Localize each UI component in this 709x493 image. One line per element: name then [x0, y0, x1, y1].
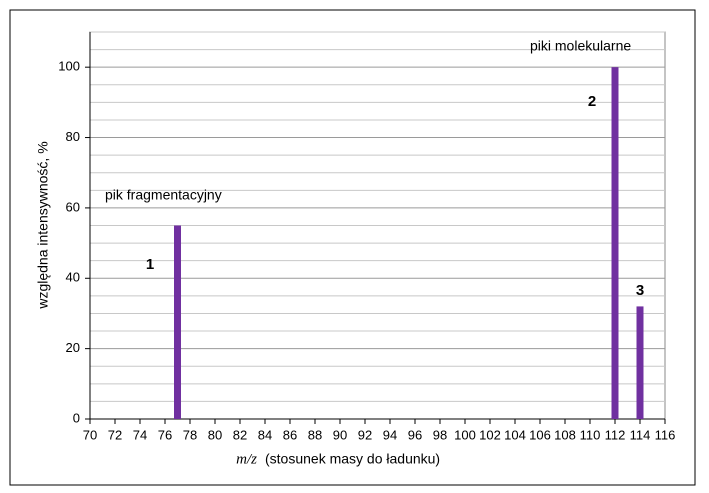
bar — [611, 67, 619, 419]
annotation: 1 — [146, 256, 154, 273]
bar — [174, 225, 181, 419]
annotation: pik fragmentacyjny — [105, 187, 222, 203]
x-tick-label: 100 — [454, 427, 476, 442]
x-axis-variable: m/z — [236, 451, 257, 467]
x-tick-label: 96 — [408, 427, 422, 442]
y-tick-label: 60 — [66, 199, 80, 214]
x-tick-label: 88 — [308, 427, 322, 442]
y-axis-label: względna intensywność, % — [35, 141, 51, 309]
y-tick-label: 40 — [66, 270, 80, 285]
x-tick-label: 72 — [108, 427, 122, 442]
x-tick-label: 94 — [383, 427, 397, 442]
bar — [636, 306, 644, 419]
x-tick-label: 82 — [233, 427, 247, 442]
x-tick-label: 76 — [158, 427, 172, 442]
x-tick-label: 108 — [554, 427, 576, 442]
y-tick-label: 0 — [73, 410, 80, 425]
x-tick-label: 90 — [333, 427, 347, 442]
x-tick-label: 84 — [258, 427, 272, 442]
x-tick-label: 112 — [605, 427, 626, 442]
x-tick-label: 74 — [133, 427, 147, 442]
x-tick-label: 104 — [504, 427, 526, 442]
y-tick-label: 80 — [66, 129, 80, 144]
y-tick-label: 100 — [58, 59, 80, 74]
x-tick-label: 86 — [283, 427, 297, 442]
annotation: piki molekularne — [530, 38, 631, 54]
x-tick-label: 78 — [183, 427, 197, 442]
y-tick-label: 20 — [66, 340, 80, 355]
x-tick-label: 116 — [655, 427, 676, 442]
x-tick-label: 114 — [630, 427, 651, 442]
x-tick-label: 70 — [83, 427, 97, 442]
x-tick-label: 106 — [529, 427, 551, 442]
x-axis-label: (stosunek masy do ładunku) — [265, 451, 440, 467]
annotation: 2 — [588, 93, 596, 110]
x-tick-label: 80 — [208, 427, 222, 442]
x-tick-label: 102 — [479, 427, 501, 442]
x-tick-label: 110 — [580, 427, 601, 442]
x-tick-label: 98 — [433, 427, 447, 442]
x-tick-label: 92 — [358, 427, 372, 442]
annotation: 3 — [636, 282, 644, 299]
